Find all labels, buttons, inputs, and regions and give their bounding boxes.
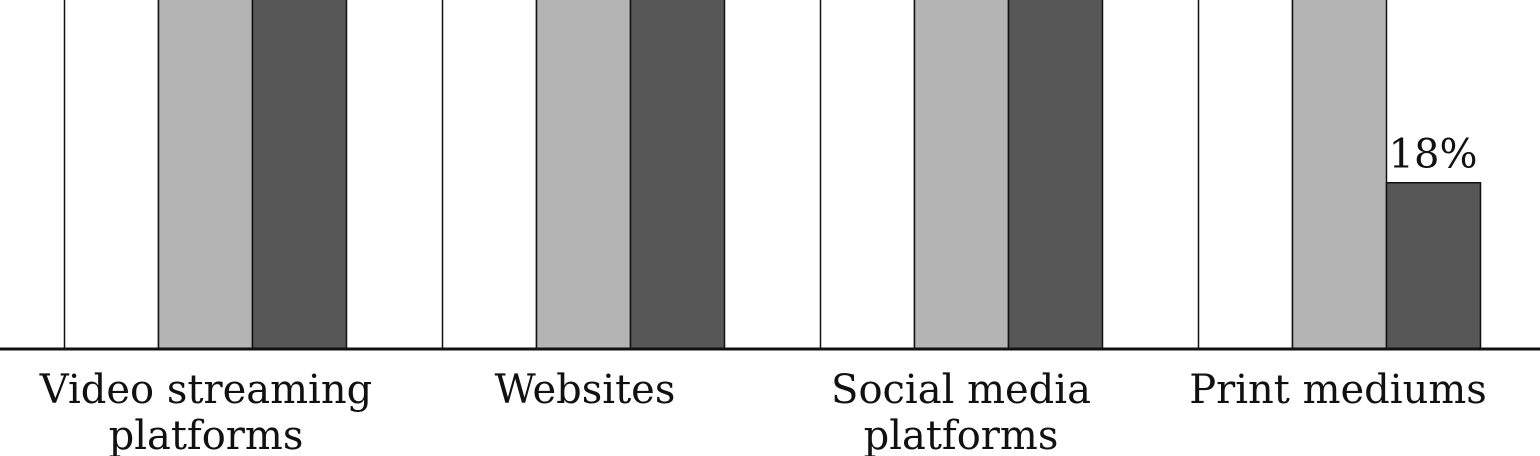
bar-series2-cat2 — [535, 0, 632, 350]
bar-series1-cat4 — [1197, 0, 1294, 350]
bar-series2-cat1 — [157, 0, 254, 350]
bar-series3-cat2 — [629, 0, 726, 350]
category-label-line: platforms — [109, 413, 304, 456]
category-label-1: Video streaming platforms — [39, 367, 372, 456]
data-label-1: 18% — [1389, 132, 1478, 178]
category-label-line: Websites — [495, 367, 676, 413]
bars-group — [63, 0, 1482, 350]
data-labels: 18% — [1389, 132, 1478, 178]
bar-series2-cat3 — [913, 0, 1010, 350]
bar-series1-cat1 — [63, 0, 160, 350]
category-label-3: Social media platforms — [831, 367, 1091, 456]
category-label-line: Social media — [831, 367, 1091, 413]
bar-series1-cat2 — [441, 0, 538, 350]
bar-series2-cat4 — [1291, 0, 1388, 350]
bar-series3-cat4 — [1385, 181, 1482, 350]
category-label-4: Print mediums — [1189, 367, 1487, 413]
category-label-2: Websites — [495, 367, 676, 413]
bar-series3-cat3 — [1007, 0, 1104, 350]
category-label-line: Print mediums — [1189, 367, 1487, 413]
bar-series3-cat1 — [251, 0, 348, 350]
bar-series1-cat3 — [819, 0, 916, 350]
category-label-line: Video streaming — [39, 367, 372, 413]
category-label-line: platforms — [864, 413, 1059, 456]
